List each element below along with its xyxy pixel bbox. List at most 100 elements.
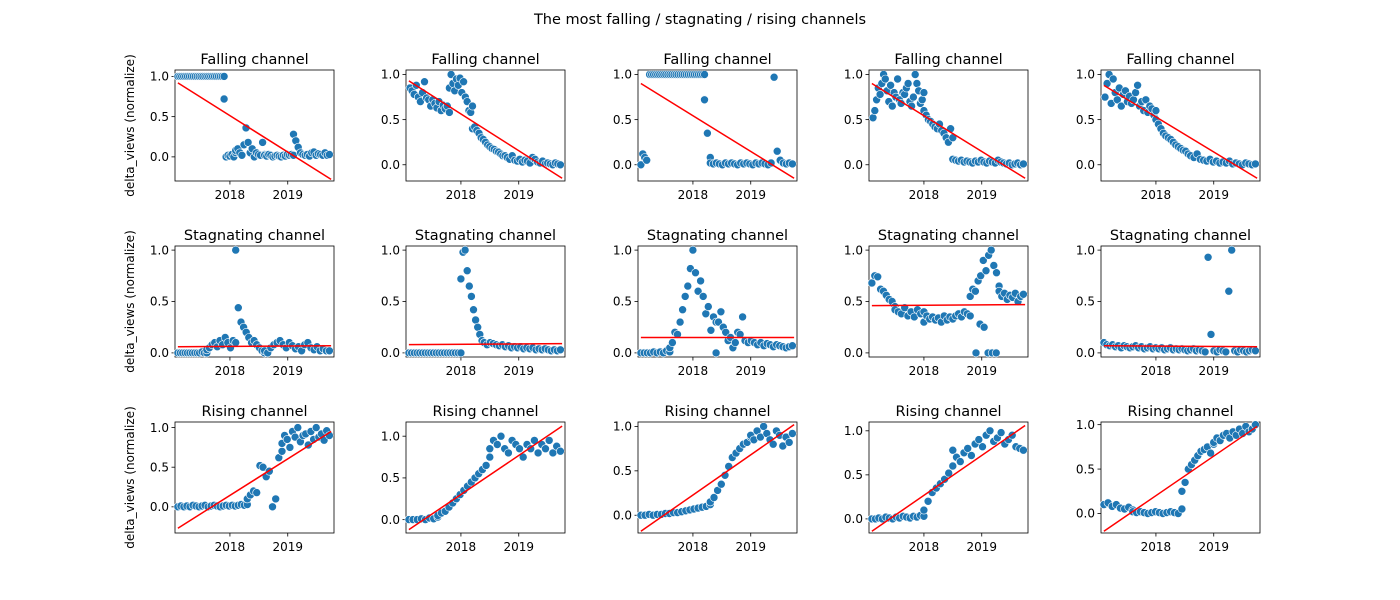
subplot-9: Stagnating channel 0.0 0.5 1.0 2018 2019: [844, 228, 1029, 378]
subplot-7-point: [464, 281, 474, 291]
subplot-15-point: [1251, 420, 1260, 430]
subplot-12-trend-line: [408, 425, 563, 531]
subplot-2-ytick-label: 0.5: [381, 113, 400, 127]
subplot-10-ytick-label: 0.5: [1076, 295, 1095, 309]
subplot-11-point: [277, 446, 287, 456]
subplot-10-point: [1203, 252, 1213, 262]
subplot-13-ytick-label: 0.0: [613, 508, 632, 522]
subplot-4-point: [910, 70, 920, 79]
subplot-15-ytick-label: 1.0: [1076, 418, 1095, 432]
subplot-15: Rising channel 0.0 0.5 1.0 2018 2019: [1076, 404, 1261, 554]
subplot-2-xtick-label: 2019: [503, 188, 534, 202]
subplot-7-point: [456, 274, 466, 284]
subplot-1-ytick-label: 0.5: [150, 110, 169, 124]
subplot-5-xtick-label: 2018: [1141, 188, 1172, 202]
subplot-15-point: [1177, 486, 1187, 496]
subplot-1-point: [219, 94, 229, 104]
subplot-4-ytick-label: 0.0: [844, 158, 863, 172]
subplot-3-trend-line: [640, 82, 795, 179]
subplot-10: Stagnating channel 0.0 0.5 1.0 2018 2019: [1076, 228, 1261, 378]
subplot-13-point: [724, 462, 734, 471]
subplot-2-point: [556, 160, 565, 170]
subplot-3: Falling channel 0.0 0.5 1.0 2018 2019: [613, 52, 798, 202]
subplot-8-point: [788, 341, 797, 351]
subplot-3-point: [636, 160, 646, 170]
subplot-9-trend-line: [871, 303, 1026, 307]
subplot-7-title: Stagnating channel: [415, 228, 556, 244]
subplot-13-point: [716, 479, 726, 489]
subplot-14-point: [948, 445, 958, 455]
subplot-5-point: [1131, 88, 1140, 97]
subplot-12-ytick-label: 0.0: [381, 513, 400, 527]
subplot-7-point: [469, 305, 478, 315]
subplot-10-point: [1224, 286, 1234, 296]
subplot-8-ytick-label: 1.0: [613, 243, 632, 257]
subplot-8-point: [668, 338, 677, 347]
subplot-13-ytick-label: 1.0: [613, 420, 632, 434]
subplot-11-title: Rising channel: [201, 404, 307, 420]
subplot-12-point: [515, 444, 524, 454]
subplot-10-title: Stagnating channel: [1110, 228, 1251, 244]
subplot-15-trend-line: [1103, 425, 1258, 532]
subplot-15-ytick-label: 0.5: [1076, 462, 1095, 476]
subplot-5-point: [1108, 74, 1118, 84]
subplot-10-xtick-label: 2019: [1198, 364, 1229, 378]
subplot-10-point: [1221, 347, 1231, 357]
subplot-9-point: [976, 271, 986, 281]
subplot-5-point: [1117, 101, 1126, 111]
subplot-12-ytick-label: 0.5: [381, 471, 400, 485]
subplot-11-xtick-label: 2019: [272, 540, 303, 554]
subplot-8-title: Stagnating channel: [647, 228, 788, 244]
subplot-5-ytick-label: 0.0: [1076, 158, 1095, 172]
subplot-4-point: [909, 92, 918, 102]
subplot-2-point: [459, 77, 468, 86]
subplot-11-point: [268, 502, 277, 512]
subplot-1-trend-line: [177, 82, 332, 181]
subplot-14-point: [985, 426, 995, 436]
subplot-7-point: [467, 292, 476, 301]
subplot-14-points: [867, 426, 1028, 524]
subplot-8-point: [678, 305, 687, 315]
subplot-14-point: [944, 468, 954, 478]
subplot-3-point: [703, 128, 712, 138]
subplot-7-point: [456, 348, 466, 358]
subplot-2-ytick-label: 0.0: [381, 158, 400, 172]
subplot-13-point: [778, 441, 788, 451]
subplot-12-points: [404, 431, 565, 524]
subplot-4-point: [893, 74, 902, 84]
subplot-14-point: [940, 474, 949, 484]
subplot-12-point: [492, 440, 502, 449]
subplot-13-point: [759, 422, 768, 431]
subplot-6-trend-line: [177, 344, 332, 348]
subplot-3-ytick-label: 0.0: [613, 158, 632, 172]
subplot-14-ytick-label: 0.5: [844, 468, 863, 482]
subplot-11-point: [285, 443, 295, 452]
subplot-15-xtick-label: 2019: [1198, 540, 1229, 554]
subplot-10-point: [1227, 245, 1236, 255]
subplot-3-point: [772, 146, 782, 156]
subplot-14-point: [978, 442, 987, 452]
subplot-1-point: [325, 150, 334, 159]
subplot-7-point: [471, 315, 480, 325]
subplot-12-point: [556, 446, 565, 456]
subplot-8-axes-frame: [637, 245, 798, 358]
subplot-2: Falling channel 0.0 0.5 1.0 2018 2019: [381, 52, 566, 202]
subplot-11-points: [173, 423, 334, 512]
subplot-14-title: Rising channel: [895, 404, 1001, 420]
subplot-4-point: [903, 79, 913, 88]
subplot-11-ytick-label: 0.0: [150, 500, 169, 514]
subplot-13-trend-line: [640, 424, 795, 532]
subplot-8-point: [703, 302, 713, 311]
subplot-7-point: [462, 266, 472, 276]
subplot-15-point: [1206, 448, 1215, 458]
subplot-14-point: [923, 496, 933, 506]
subplot-12-title: Rising channel: [432, 404, 538, 420]
subplot-4-point: [917, 95, 927, 105]
subplot-8-point: [701, 309, 711, 319]
subplot-7-xtick-label: 2018: [446, 364, 477, 378]
subplot-1-points: [173, 72, 334, 162]
subplot-8-point: [738, 312, 747, 322]
subplot-2-title: Falling channel: [431, 52, 539, 68]
subplot-2-point: [420, 77, 429, 86]
subplot-6-point: [234, 303, 243, 313]
